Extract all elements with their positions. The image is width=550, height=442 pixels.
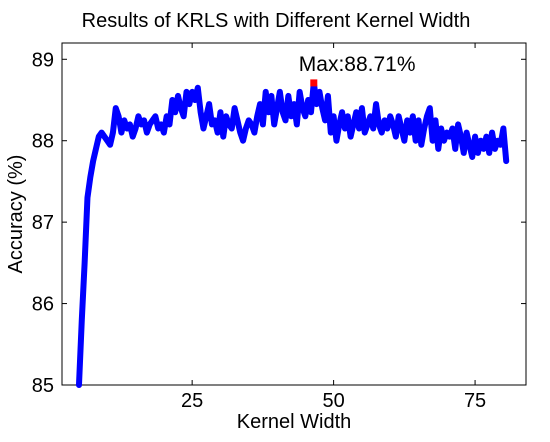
plot-frame xyxy=(61,42,527,386)
max-point-marker xyxy=(310,79,318,87)
max-annotation-label: Max:88.71% xyxy=(299,53,416,76)
y-tick-label: 89 xyxy=(32,49,54,71)
y-tick-label: 88 xyxy=(32,131,54,153)
x-tick-label: 50 xyxy=(322,390,344,412)
x-axis-ticks: 25 50 75 xyxy=(181,43,486,412)
chart-title: Results of KRLS with Different Kernel Wi… xyxy=(82,10,471,32)
y-tick-label: 87 xyxy=(32,212,54,234)
y-axis-ticks: 85 86 87 88 89 xyxy=(32,49,526,397)
x-tick-label: 75 xyxy=(464,390,486,412)
accuracy-series-line xyxy=(75,79,510,388)
y-tick-label: 86 xyxy=(32,294,54,316)
x-tick-label: 25 xyxy=(181,390,203,412)
y-tick-label: 85 xyxy=(32,375,54,397)
y-axis-label: Accuracy (%) xyxy=(5,155,27,274)
x-axis-label: Kernel Width xyxy=(237,411,352,433)
